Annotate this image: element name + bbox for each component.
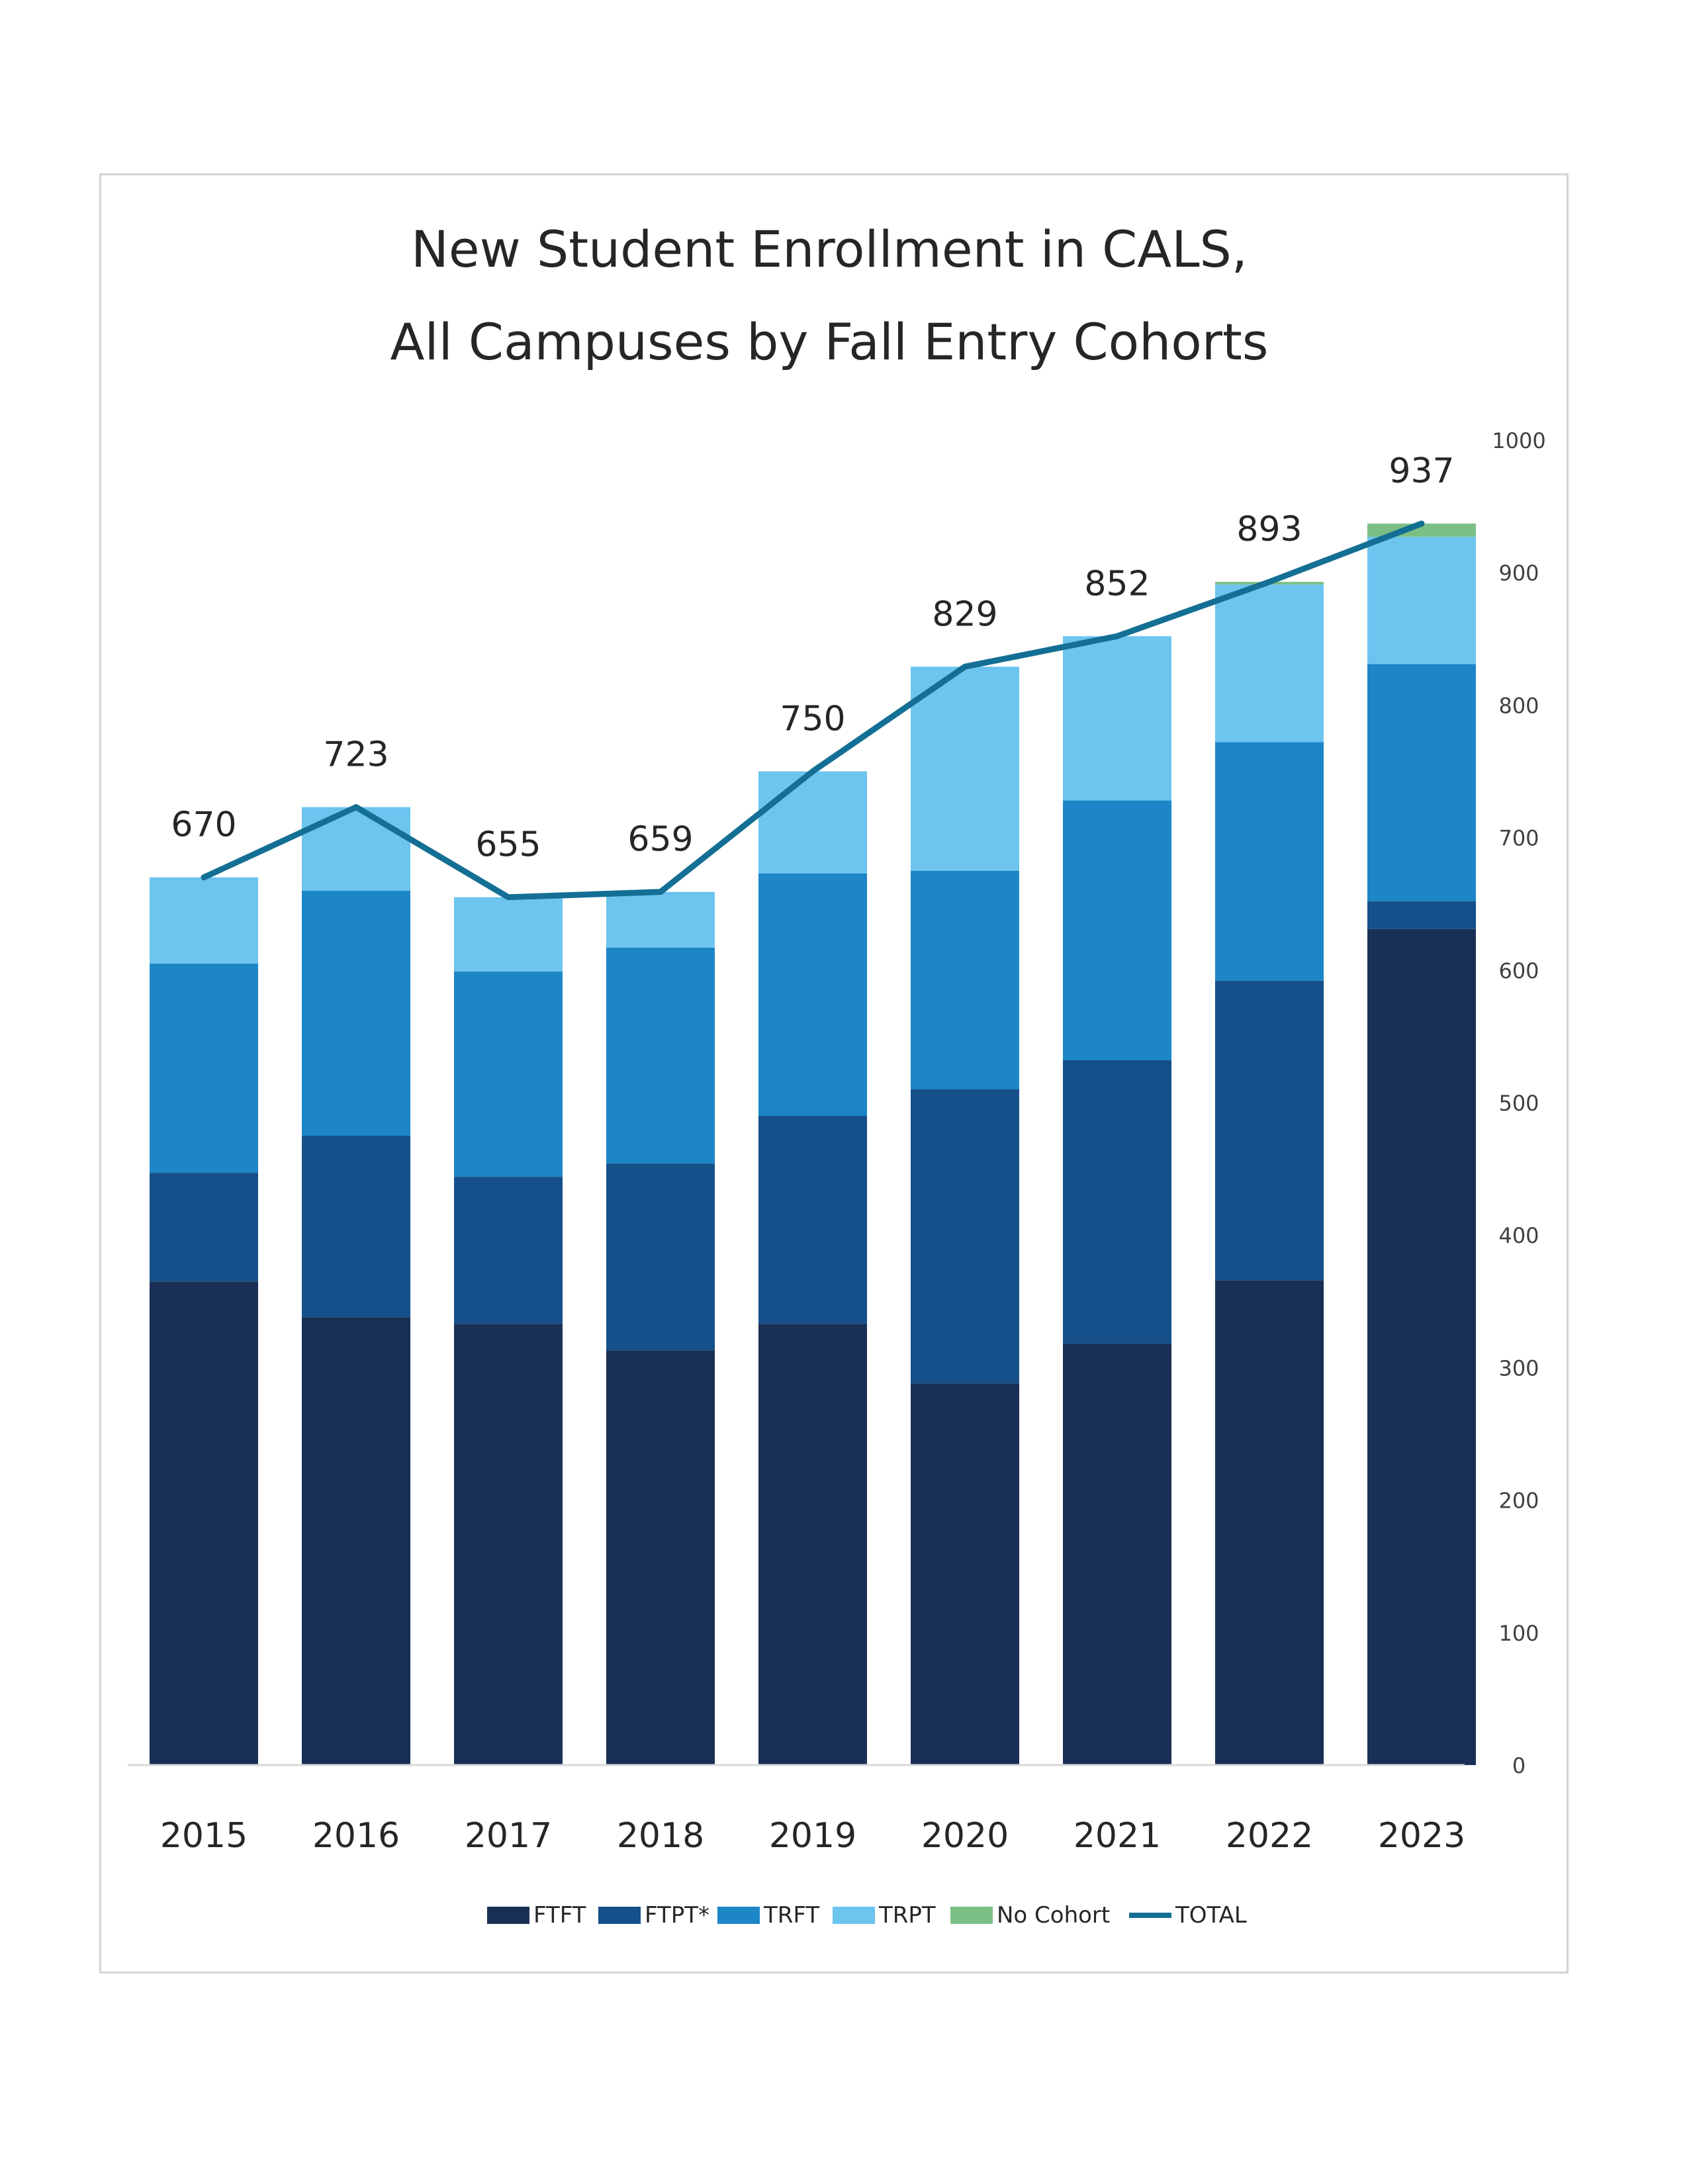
x-tick-label-2015: 2015 (160, 1816, 248, 1856)
data-label-2021: 852 (1084, 564, 1150, 604)
bar-2022-series-3 (1215, 584, 1324, 743)
bar-2018-series-2 (606, 947, 715, 1164)
y-axis: 0 100 200 300 400 500 600 700 800 900 1000 (1492, 428, 1545, 1778)
data-label-2018: 659 (627, 820, 693, 860)
bar-2019-series-2 (758, 873, 867, 1116)
bar-2023-series-3 (1367, 537, 1476, 664)
y-tick-label-700: 700 (1498, 826, 1539, 851)
bar-2016-series-0 (302, 1317, 410, 1765)
bar-2017-series-3 (454, 897, 563, 972)
y-tick-label-100: 100 (1498, 1621, 1539, 1646)
bar-2023-series-0 (1367, 929, 1476, 1765)
bar-2021-series-2 (1063, 800, 1171, 1060)
bar-2015-series-3 (150, 877, 258, 964)
legend-swatch-3 (833, 1907, 875, 1924)
bars-layer (150, 523, 1476, 1765)
bar-2021-series-1 (1063, 1060, 1171, 1344)
bar-2016-series-2 (302, 890, 410, 1136)
x-tick-label-2016: 2016 (312, 1816, 400, 1856)
data-label-2023: 937 (1389, 451, 1454, 491)
x-tick-label-2017: 2017 (465, 1816, 552, 1856)
y-tick-label-800: 800 (1498, 693, 1539, 718)
legend-swatch-4 (950, 1907, 993, 1924)
bar-2022-series-2 (1215, 742, 1324, 981)
x-tick-label-2018: 2018 (617, 1816, 704, 1856)
y-tick-label-400: 400 (1498, 1223, 1539, 1248)
total-line (201, 520, 1425, 901)
data-label-2022: 893 (1236, 510, 1302, 549)
bar-2023-series-1 (1367, 901, 1476, 929)
bar-2015-series-2 (150, 963, 258, 1173)
bar-2022-series-1 (1215, 980, 1324, 1281)
data-label-2020: 829 (932, 594, 997, 634)
y-tick-label-600: 600 (1498, 958, 1539, 983)
chart-frame: New Student Enrollment in CALS, All Camp… (99, 173, 1569, 1974)
data-label-2017: 655 (475, 825, 541, 865)
bar-2019-series-1 (758, 1116, 867, 1324)
legend-swatch-0 (487, 1907, 529, 1924)
bar-2015-series-0 (150, 1281, 258, 1765)
bar-2018-series-3 (606, 891, 715, 948)
y-tick-label-900: 900 (1498, 561, 1539, 586)
y-tick-label-500: 500 (1498, 1091, 1539, 1116)
total-line-layer (201, 520, 1425, 901)
bar-2015-series-1 (150, 1173, 258, 1282)
bar-2019-series-0 (758, 1324, 867, 1765)
bar-2022-series-0 (1215, 1280, 1324, 1765)
legend-label-1: FTPT* (645, 1902, 709, 1929)
chart-svg: New Student Enrollment in CALS, All Camp… (128, 220, 1546, 1929)
x-tick-label-2021: 2021 (1073, 1816, 1161, 1856)
data-labels-layer: 670 723 655 659 750 829 852 893 937 (171, 451, 1454, 865)
y-tick-label-0: 0 (1512, 1753, 1526, 1778)
legend-label-3: TRPT (878, 1902, 936, 1929)
bar-2016-series-3 (302, 807, 410, 891)
bar-2017-series-1 (454, 1177, 563, 1324)
bar-2019-series-3 (758, 771, 867, 874)
chart-title-line-1: New Student Enrollment in CALS, (411, 220, 1248, 279)
bar-2020-series-2 (911, 870, 1019, 1089)
legend-label-0: FTFT (533, 1902, 586, 1929)
bar-2023-series-2 (1367, 664, 1476, 901)
data-label-2019: 750 (780, 700, 845, 739)
legend-label-2: TRFT (763, 1902, 819, 1929)
bar-2020-series-3 (911, 666, 1019, 871)
legend-swatch-1 (598, 1907, 641, 1924)
data-label-2015: 670 (171, 805, 236, 845)
x-tick-label-2019: 2019 (769, 1816, 856, 1856)
x-tick-label-2020: 2020 (921, 1816, 1009, 1856)
x-tick-label-2023: 2023 (1378, 1816, 1465, 1856)
legend-label-4: No Cohort (997, 1902, 1110, 1929)
x-axis: 2015 2016 2017 2018 2019 2020 2021 2022 2023 (160, 1816, 1465, 1856)
bar-2021-series-0 (1063, 1343, 1171, 1765)
bar-2020-series-0 (911, 1383, 1019, 1765)
bar-2016-series-1 (302, 1136, 410, 1318)
legend-label-5: TOTAL (1175, 1902, 1247, 1929)
y-tick-label-200: 200 (1498, 1488, 1539, 1514)
x-tick-label-2022: 2022 (1226, 1816, 1313, 1856)
bar-2018-series-1 (606, 1163, 715, 1351)
y-tick-label-300: 300 (1498, 1355, 1539, 1381)
data-label-2016: 723 (323, 735, 388, 775)
chart-title-line-2: All Campuses by Fall Entry Cohorts (390, 312, 1269, 371)
bar-2017-series-0 (454, 1324, 563, 1765)
legend: FTFT FTPT* TRFT TRPT No Cohort TOTAL (487, 1902, 1247, 1929)
y-tick-label-1000: 1000 (1492, 428, 1545, 453)
legend-swatch-2 (717, 1907, 760, 1924)
bar-2020-series-1 (911, 1089, 1019, 1384)
bar-2021-series-3 (1063, 636, 1171, 801)
bar-2017-series-2 (454, 971, 563, 1177)
bar-2018-series-0 (606, 1350, 715, 1765)
